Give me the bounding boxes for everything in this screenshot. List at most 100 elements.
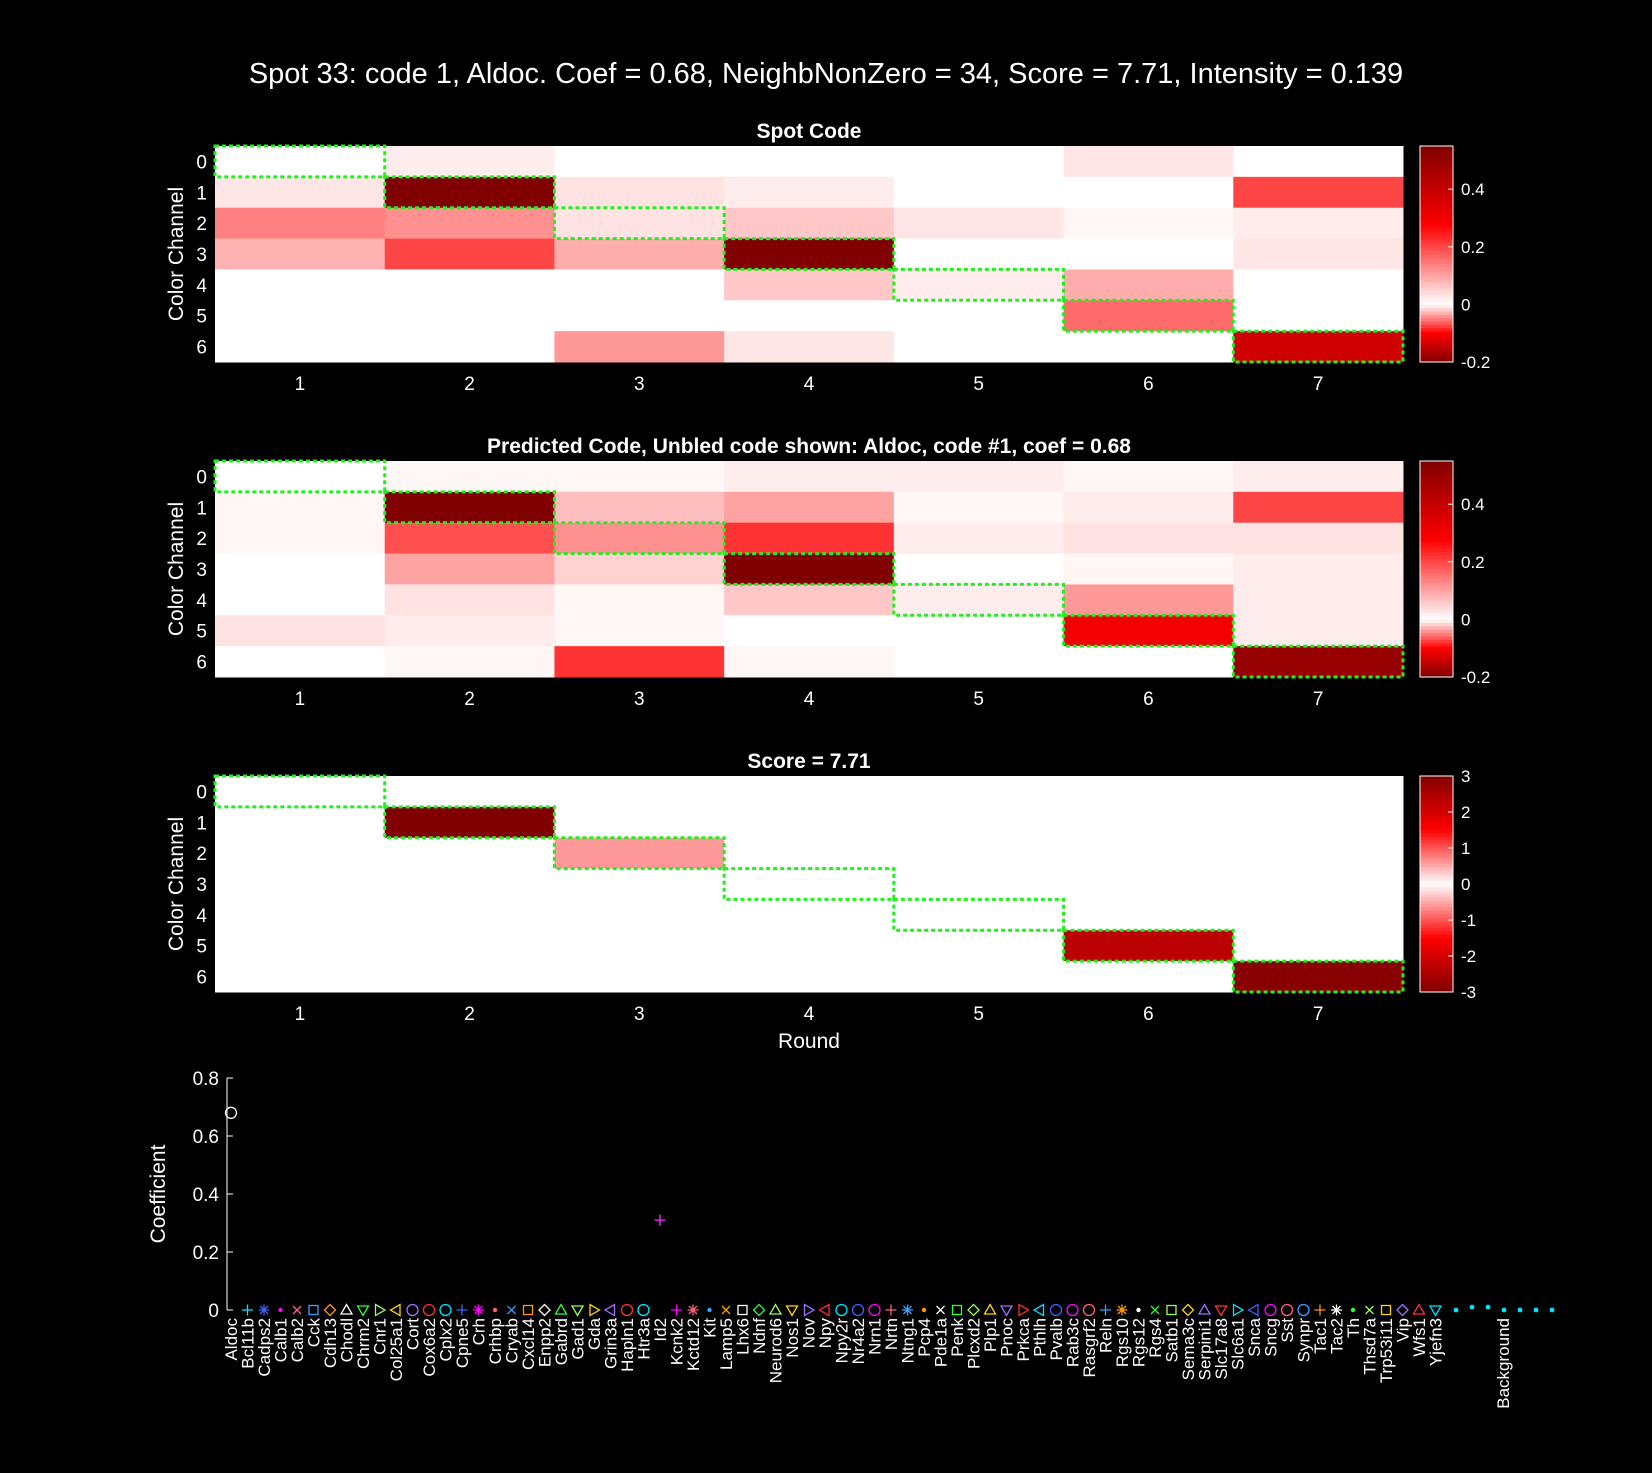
background-coefficient-point [1453,1307,1459,1313]
colorbar-swatch [1420,653,1453,658]
colorbar-tick-label: -1 [1461,911,1476,930]
gene-label: Col25a1 [387,1318,406,1381]
colorbar-swatch [1420,210,1453,215]
colorbar-swatch [1420,237,1453,242]
colorbar-swatch [1420,823,1453,828]
heatmap-cell [724,522,895,555]
heatmap-cell [724,491,895,524]
colorbar-swatch [1420,887,1453,892]
gene-coefficient-point [1116,1304,1128,1316]
colorbar-swatch [1420,857,1453,861]
heatmap-cell [1063,646,1234,678]
gene-label: Lhx6 [734,1318,753,1355]
gene-label: Penk [948,1318,967,1357]
heatmap-cell [1233,837,1404,870]
colorbar-swatch [1420,579,1453,584]
heatmap-title: Score = 7.71 [747,750,870,773]
y-tick-label: 4 [196,276,207,297]
colorbar-tick-label: -0.2 [1461,353,1490,372]
colorbar-swatch [1420,200,1453,204]
gene-coefficient-point [868,1303,881,1317]
heatmap-cell [724,806,895,839]
gene-code-box [1231,959,1405,994]
colorbar-swatch [1420,941,1453,946]
heatmap-cell [893,461,1065,493]
colorbar-swatch [1420,968,1453,973]
gene-coefficient-point [323,1303,337,1317]
colorbar-swatch [1420,183,1453,188]
background-coefficient-point [1533,1307,1539,1313]
gene-label: Enpp2 [536,1318,555,1367]
gene-coefficient-point [1380,1304,1392,1316]
background-coefficient-point [1517,1307,1523,1313]
colorbar-swatch [1420,545,1453,550]
heatmap-cell [893,269,1065,301]
heatmap-cell [1063,806,1234,839]
gene-code-box [552,836,726,871]
heatmap-cell [893,300,1065,332]
colorbar-tick-label: -2 [1461,947,1476,966]
gene-coefficient-point [1396,1303,1409,1317]
colorbar-swatch [1420,843,1453,848]
gene-coefficient-point [589,1303,601,1317]
colorbar-swatch [1420,267,1453,272]
colorbar-swatch [1420,562,1453,567]
y-tick-label: 0 [196,782,207,803]
gene-label: Calb1 [272,1318,291,1362]
y-tick-label: 2 [196,214,207,235]
heatmap-cell [215,269,386,301]
heatmap-cell [724,837,895,870]
gene-label: Gad1 [569,1318,588,1360]
gene-coefficient-point [1066,1303,1079,1317]
heatmap-cell [1233,269,1404,301]
y-tick-label: 5 [196,937,207,958]
gene-label: Cox6a2 [420,1318,439,1377]
heatmap-cell [554,615,725,647]
heatmap-cell [1063,615,1234,647]
score-heatmap: Score = 7.71 0 1 2 3 4 5 6 1 2 3 4 5 6 7 Color Channel R… [165,750,1476,1053]
gene-label: Reln [1097,1318,1116,1353]
gene-label: Htr3a [635,1317,654,1359]
gene-label: Slc17a8 [1212,1318,1231,1379]
y-axis-label: Color Channel [165,817,188,951]
heatmap-cell [1063,300,1234,332]
colorbar-swatch [1420,836,1453,841]
heatmap-cell [893,553,1065,585]
heatmap-cell [1233,522,1404,555]
gene-coefficient-point [339,1303,354,1315]
colorbar-swatch [1420,592,1453,597]
heatmap-cell [384,930,555,962]
colorbar-swatch [1420,796,1453,801]
colorbar-swatch [1420,528,1453,533]
gene-coefficient-point [1197,1303,1212,1315]
colorbar-swatch [1420,639,1453,644]
heatmap-cell [384,522,555,555]
gene-coefficient-point [936,1305,945,1315]
gene-code-box [383,805,556,840]
gene-label: Nrtn [882,1318,901,1350]
colorbar-swatch [1420,782,1453,787]
heatmap-cell [554,207,725,240]
colorbar-tick-label: 1 [1461,839,1470,858]
gene-label: Wfs1 [1410,1318,1429,1357]
colorbar-swatch [1420,971,1453,976]
heatmap-cell [724,207,895,240]
colorbar-swatch [1420,663,1453,668]
colorbar-swatch [1420,146,1453,150]
colorbar-swatch [1420,230,1453,235]
gene-coefficient-point [1136,1307,1141,1313]
colorbar-swatch [1420,830,1453,834]
gene-label: Trp53i11 [1377,1318,1396,1383]
gene-code-box [722,867,896,901]
colorbar-swatch [1420,304,1453,309]
gene-label: Cryab [503,1318,522,1363]
gene-label: Pthlh [1031,1318,1050,1357]
gene-label: Cxcl14 [519,1318,538,1370]
heatmap-cell [893,961,1065,993]
heatmap-cell [554,238,725,270]
heatmap-cell [215,899,386,931]
heatmap-cell [215,584,386,616]
heatmap-cell [384,615,555,647]
colorbar-swatch [1420,240,1453,245]
colorbar-swatch [1420,673,1453,678]
